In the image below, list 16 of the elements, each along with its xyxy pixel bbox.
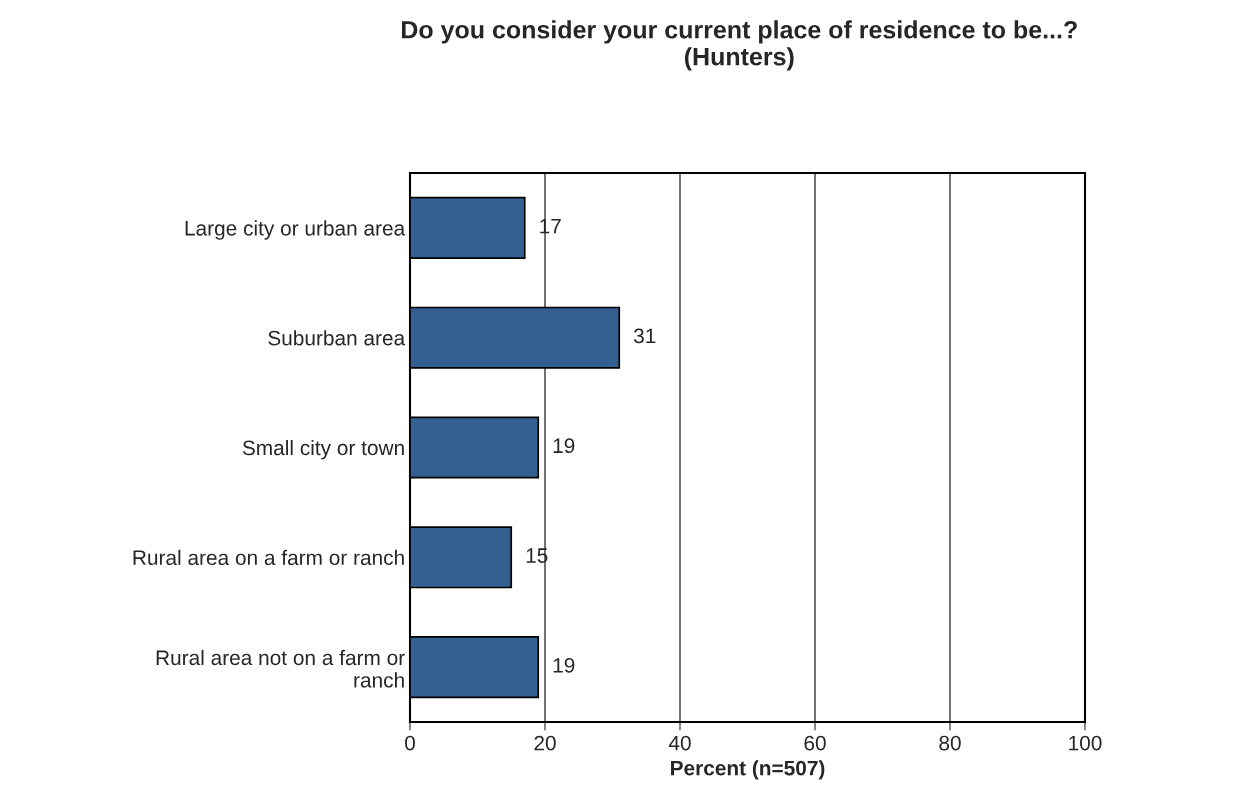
x-tick-label: 100 (1069, 735, 1102, 751)
x-tick-label: 40 (668, 735, 691, 751)
y-tick-label: Rural area not on a farm or ranch (156, 649, 405, 688)
y-tick-label: Suburban area (268, 330, 406, 346)
chart-title: Do you consider your current place of residence to be...? (Hunters) (402, 20, 1077, 71)
x-tick-label: 60 (804, 735, 826, 751)
data-label: 19 (553, 657, 575, 673)
x-tick-label: 20 (534, 735, 556, 751)
y-tick-label: Small city or town (242, 439, 404, 460)
x-axis-title: Percent (n=507) (671, 760, 825, 780)
y-tick-label: Large city or urban area (185, 220, 406, 240)
data-label: 31 (633, 328, 656, 344)
x-tick-label: 80 (939, 735, 961, 751)
data-label: 19 (553, 438, 575, 454)
x-tick-label: 0 (405, 735, 415, 751)
y-tick-label: Rural area on a farm or ranch (133, 549, 404, 566)
